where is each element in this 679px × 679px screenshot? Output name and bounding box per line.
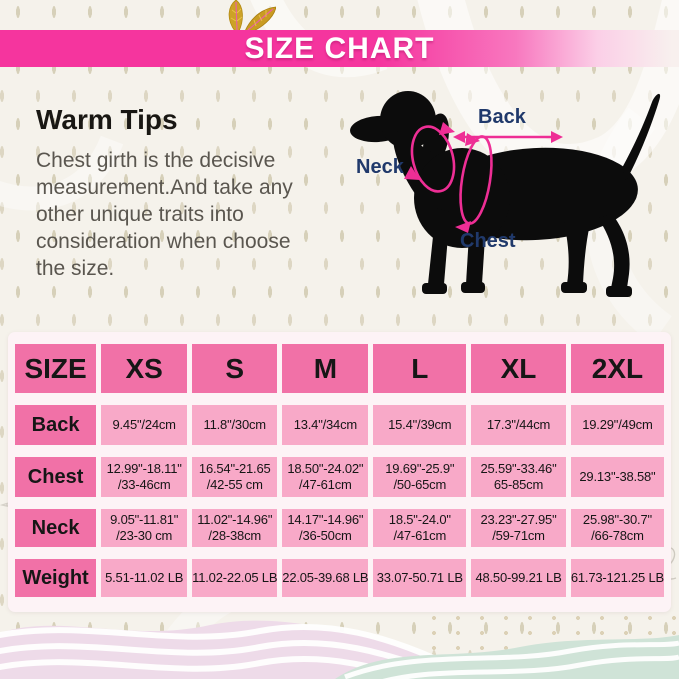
- warm-tips-text: Chest girth is the decisive measurement.…: [36, 149, 293, 280]
- column-header-size: SIZE: [15, 344, 97, 393]
- size-value-cell: 15.4"/39cm: [373, 405, 467, 445]
- row-label-chest: Chest: [15, 457, 97, 497]
- size-value-cell: 9.45"/24cm: [101, 405, 188, 445]
- column-header-xl: XL: [471, 344, 566, 393]
- row-label-back: Back: [15, 405, 97, 445]
- size-value-cell: 18.50"-24.02" /47-61cm: [282, 457, 369, 497]
- chest-measure-label: Chest: [460, 230, 516, 252]
- size-value-cell: 33.07-50.71 LB: [373, 559, 467, 597]
- dog-measurement-diagram: Back Neck Chest: [340, 80, 675, 315]
- size-value-cell: 19.69"-25.9" /50-65cm: [373, 457, 467, 497]
- size-table: SIZE XS S M L XL 2XL Back 9.45"/24cm 11.…: [8, 332, 671, 612]
- size-value-cell: 17.3"/44cm: [471, 405, 566, 445]
- size-value-cell: 12.99"-18.11" /33-46cm: [101, 457, 188, 497]
- column-header-l: L: [373, 344, 467, 393]
- size-value-cell: 23.23"-27.95" /59-71cm: [471, 509, 566, 547]
- size-value-cell: 5.51-11.02 LB: [101, 559, 188, 597]
- size-value-cell: 18.5"-24.0" /47-61cm: [373, 509, 467, 547]
- warm-tips-section: Warm Tips Chest girth is the decisive me…: [36, 104, 322, 282]
- size-value-cell: 22.05-39.68 LB: [282, 559, 369, 597]
- size-value-cell: 9.05"-11.81" /23-30 cm: [101, 509, 188, 547]
- size-value-cell: 19.29"/49cm: [570, 405, 664, 445]
- size-value-cell: 25.98"-30.7" /66-78cm: [570, 509, 664, 547]
- size-value-cell: 61.73-121.25 LB: [570, 559, 664, 597]
- gold-leaves-icon: [228, 0, 276, 32]
- neck-measure-label: Neck: [356, 156, 404, 178]
- column-header-2xl: 2XL: [570, 344, 664, 393]
- size-value-cell: 48.50-99.21 LB: [471, 559, 566, 597]
- banner-title: SIZE CHART: [244, 31, 435, 65]
- size-value-cell: 25.59"-33.46" 65-85cm: [471, 457, 566, 497]
- size-value-cell: 29.13"-38.58": [570, 457, 664, 497]
- column-header-m: M: [282, 344, 369, 393]
- size-value-cell: 11.8"/30cm: [192, 405, 278, 445]
- size-value-cell: 14.17"-14.96" /36-50cm: [282, 509, 369, 547]
- size-value-cell: 16.54"-21.65 /42-55 cm: [192, 457, 278, 497]
- size-value-cell: 11.02-22.05 LB: [192, 559, 277, 597]
- wave-decoration: [0, 620, 679, 679]
- dog-silhouette-icon: [350, 91, 661, 297]
- row-label-neck: Neck: [15, 509, 97, 547]
- warm-tips-heading: Warm Tips: [36, 104, 178, 135]
- column-header-s: S: [192, 344, 278, 393]
- banner: SIZE CHART: [0, 30, 679, 67]
- size-value-cell: 11.02"-14.96" /28-38cm: [192, 509, 278, 547]
- column-header-xs: XS: [101, 344, 188, 393]
- back-measure-label: Back: [478, 106, 526, 128]
- row-label-weight: Weight: [15, 559, 97, 597]
- size-value-cell: 13.4"/34cm: [282, 405, 369, 445]
